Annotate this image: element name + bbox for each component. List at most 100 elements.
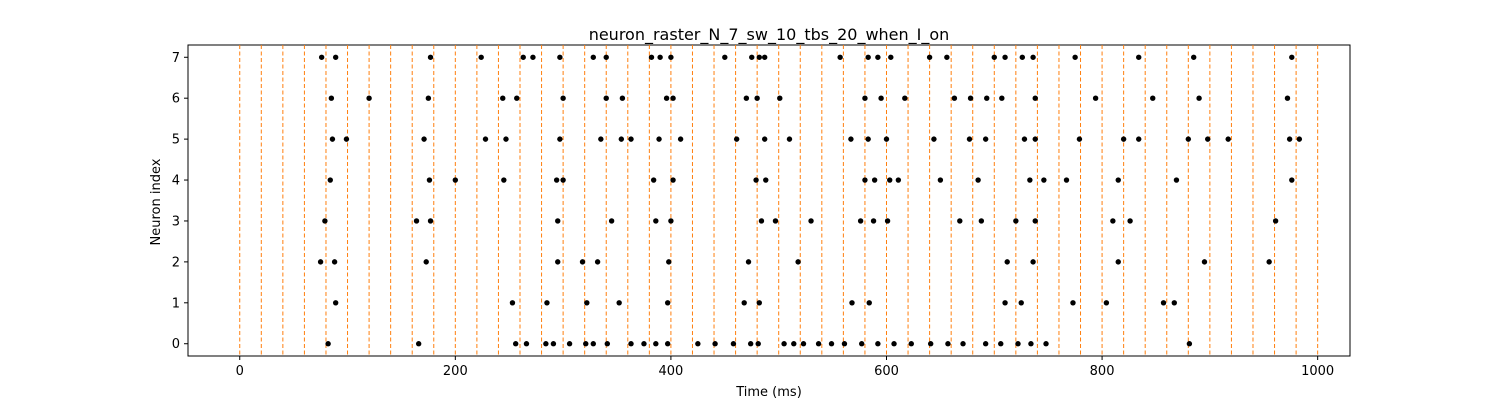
- spike-point: [1015, 341, 1021, 347]
- spike-point: [1028, 341, 1034, 347]
- spike-point: [781, 341, 787, 347]
- spike-point: [583, 341, 589, 347]
- spike-point: [815, 341, 822, 347]
- spike-point: [584, 300, 590, 306]
- spike-point: [741, 300, 747, 306]
- spike-point: [543, 341, 549, 347]
- spike-point: [668, 218, 674, 224]
- y-tick-label: 5: [172, 133, 180, 148]
- spike-point: [865, 54, 871, 60]
- spike-point: [1103, 300, 1110, 306]
- spike-point: [1266, 259, 1272, 265]
- spike-point: [984, 95, 990, 101]
- spike-point: [1032, 218, 1038, 224]
- spike-point: [786, 136, 793, 142]
- spike-point: [999, 95, 1005, 101]
- spike-point: [931, 136, 937, 142]
- spike-point: [1127, 218, 1133, 224]
- spike-point: [1136, 54, 1142, 60]
- spike-point: [328, 95, 335, 101]
- spike-point: [1063, 177, 1070, 183]
- spike-point: [668, 54, 674, 60]
- spike-point: [566, 341, 573, 347]
- x-tick-label: 0: [236, 364, 244, 379]
- spike-point: [317, 259, 324, 265]
- spike-point: [628, 136, 634, 142]
- spike-point: [1136, 136, 1142, 142]
- spike-point: [656, 136, 662, 142]
- spike-point: [366, 95, 372, 101]
- spike-point: [653, 218, 659, 224]
- spike-point: [862, 177, 868, 183]
- spike-point: [870, 218, 877, 224]
- spike-point: [553, 177, 560, 183]
- spike-point: [557, 54, 563, 60]
- spike-point: [733, 136, 740, 142]
- spike-point: [618, 136, 625, 142]
- spike-point: [926, 54, 933, 60]
- spike-point: [1076, 136, 1083, 142]
- spike-point: [1205, 136, 1211, 142]
- spike-point: [512, 341, 519, 347]
- spike-point: [478, 54, 484, 60]
- spike-point: [908, 341, 914, 347]
- x-axis-label: Time (ms): [735, 385, 802, 400]
- spike-point: [777, 95, 783, 101]
- spike-point: [1030, 259, 1036, 265]
- spike-point: [998, 341, 1004, 347]
- spike-point: [604, 341, 611, 347]
- spike-point: [945, 341, 951, 347]
- plot-frame: [187, 44, 1351, 357]
- spike-point: [1032, 136, 1038, 142]
- spike-point: [1296, 136, 1303, 142]
- spike-point: [712, 341, 718, 347]
- spike-point: [514, 95, 520, 101]
- spike-point: [1013, 218, 1019, 224]
- spike-point: [944, 54, 950, 60]
- spike-point: [1160, 300, 1167, 306]
- spike-point: [322, 218, 328, 224]
- spike-point: [795, 259, 801, 265]
- chart-title: neuron_raster_N_7_sw_10_tbs_20_when_I_on: [589, 25, 950, 45]
- spike-point: [331, 259, 338, 265]
- spike-point: [415, 341, 422, 347]
- spike-point: [722, 54, 728, 60]
- spike-point: [616, 300, 622, 306]
- spike-point: [982, 341, 989, 347]
- spike-point: [951, 95, 958, 101]
- spike-point: [598, 136, 604, 142]
- spike-point: [1002, 300, 1008, 306]
- y-tick-label: 6: [172, 92, 180, 107]
- spike-point: [891, 341, 897, 347]
- spike-point: [329, 136, 336, 142]
- spike-point: [1225, 136, 1231, 142]
- spike-point: [560, 95, 566, 101]
- spike-point: [1043, 341, 1049, 347]
- spike-point: [555, 218, 561, 224]
- spike-point: [530, 54, 536, 60]
- spike-point: [888, 54, 894, 60]
- spike-point: [544, 300, 550, 306]
- x-tick-label: 1000: [1301, 364, 1334, 379]
- spike-point: [841, 341, 848, 347]
- spike-point: [763, 177, 769, 183]
- spike-point: [325, 341, 331, 347]
- spike-point: [664, 300, 671, 306]
- spike-point: [1150, 95, 1156, 101]
- spike-point: [594, 259, 601, 265]
- spike-point: [756, 54, 762, 60]
- spike-point: [1171, 300, 1177, 306]
- spike-point: [772, 218, 779, 224]
- spike-point: [800, 341, 807, 347]
- spike-point: [670, 177, 676, 183]
- spike-point: [509, 300, 516, 306]
- spike-point: [657, 54, 663, 60]
- spike-point: [1286, 136, 1293, 142]
- spike-point: [887, 177, 893, 183]
- spike-point: [859, 341, 865, 347]
- spike-point: [628, 341, 634, 347]
- spike-point: [991, 54, 997, 60]
- spike-point: [482, 136, 489, 142]
- y-tick-label: 4: [172, 174, 180, 189]
